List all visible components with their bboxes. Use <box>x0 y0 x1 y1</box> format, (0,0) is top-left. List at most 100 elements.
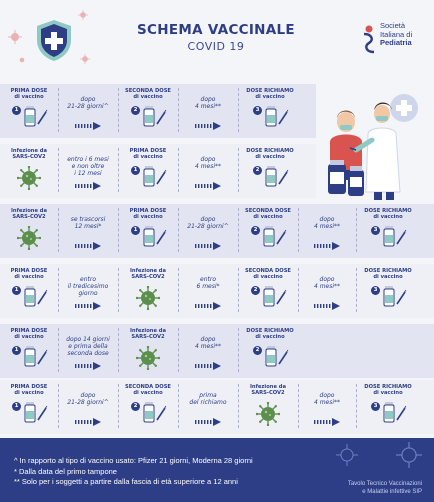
interval-cell: dopo 4 mesi** <box>178 84 238 138</box>
cell-divider <box>178 268 179 312</box>
row-background <box>0 144 316 198</box>
vaccine-dose-cell: SECONDA DOSE di vaccino 2 <box>118 84 178 138</box>
dose-label: SECONDA DOSE di vaccino <box>245 208 291 220</box>
dose-number-badge: 2 <box>251 226 260 235</box>
interval-text: entro il tredicesimo giorno <box>67 276 109 297</box>
vaccine-vial-icon <box>143 402 167 423</box>
cell-divider <box>178 328 179 372</box>
infection-cell: Infezione da SARS-COV2 <box>0 144 58 198</box>
footnote: ^ In rapporto al tipo di vaccino usato: … <box>14 456 253 465</box>
vaccine-vial-icon <box>263 286 287 307</box>
vaccine-dose-cell: PRIMA DOSE di vaccino 1 <box>118 204 178 258</box>
dose-label: PRIMA DOSE di vaccino <box>129 208 167 220</box>
header: SCHEMA VACCINALE COVID 19 Società Italia… <box>0 0 434 80</box>
dose-label: DOSE RICHIAMO di vaccino <box>364 268 412 280</box>
vaccine-dose-cell: PRIMA DOSE di vaccino 1 <box>0 380 58 434</box>
page-subtitle: COVID 19 <box>187 40 245 53</box>
interval-cell: dopo 14 giorni e prima della seconda dos… <box>58 324 118 378</box>
footnote: ** Solo per i soggetti a partire dalla f… <box>14 477 238 486</box>
cell-divider <box>298 384 299 428</box>
schedule-row: PRIMA DOSE di vaccino 1 entro il tredicesi… <box>0 264 434 318</box>
vaccine-dose-cell: DOSE RICHIAMO di vaccino 3 <box>356 380 420 434</box>
vaccine-dose-cell: DOSE RICHIAMO di vaccino 3 <box>356 204 420 258</box>
infection-cell: Infezione da SARS-COV2 <box>0 204 58 258</box>
vaccine-vial-icon <box>383 286 407 307</box>
row-background <box>0 264 434 318</box>
interval-text: dopo 4 mesi** <box>313 216 341 230</box>
vaccine-dose-cell: DOSE RICHIAMO di vaccino 2 <box>238 144 302 198</box>
footer-credit: Tavolo Tecnico Vaccinazioni e Malattie i… <box>348 480 422 496</box>
vaccine-vial-icon <box>143 166 167 187</box>
dose-label: PRIMA DOSE di vaccino <box>129 148 167 160</box>
vaccine-dose-cell: PRIMA DOSE di vaccino 1 <box>0 84 58 138</box>
cell-divider <box>118 328 119 372</box>
virus-icon <box>80 54 90 64</box>
vaccine-vial-icon <box>263 226 287 247</box>
dose-number-badge: 2 <box>131 106 140 115</box>
infection-label: Infezione da SARS-COV2 <box>130 328 166 340</box>
dose-number-badge: 3 <box>371 226 380 235</box>
vaccine-vial-icon <box>265 106 289 127</box>
dose-number-badge: 2 <box>251 286 260 295</box>
cell-divider <box>118 268 119 312</box>
cell-divider <box>238 148 239 192</box>
shield-icon <box>37 20 71 61</box>
vaccine-dose-cell: SECONDA DOSE di vaccino 2 <box>238 264 298 318</box>
dose-label: PRIMA DOSE di vaccino <box>10 268 48 280</box>
vaccine-vial-icon <box>24 402 48 423</box>
interval-text: dopo 14 giorni e prima della seconda dos… <box>66 336 110 357</box>
virus-icon <box>256 402 280 426</box>
vaccine-vial-icon <box>143 106 167 127</box>
row-background <box>0 84 316 138</box>
arrow-right-icon <box>195 418 221 426</box>
interval-text: prima del richiamo <box>189 392 227 406</box>
vaccine-dose-cell: DOSE RICHIAMO di vaccino 3 <box>238 84 302 138</box>
infection-cell: Infezione da SARS-COV2 <box>238 380 298 434</box>
interval-cell: dopo 21-28 giorni^ <box>178 204 238 258</box>
arrow-right-icon <box>195 302 221 310</box>
dose-number-badge: 3 <box>253 106 262 115</box>
vaccine-dose-cell: SECONDA DOSE di vaccino 2 <box>238 204 298 258</box>
interval-cell: entro i 6 mesi e non oltre i 12 mesi <box>58 144 118 198</box>
arrow-right-icon <box>195 182 221 190</box>
virus-icon <box>396 442 422 468</box>
dose-label: SECONDA DOSE di vaccino <box>125 384 171 396</box>
cell-divider <box>58 148 59 192</box>
cell-divider <box>298 268 299 312</box>
dose-label: DOSE RICHIAMO di vaccino <box>246 328 294 340</box>
interval-cell: dopo 21-28 giorni^ <box>58 84 118 138</box>
infection-label: Infezione da SARS-COV2 <box>11 148 47 160</box>
dose-number-badge: 3 <box>371 286 380 295</box>
cell-divider <box>58 328 59 372</box>
schedule-row: Infezione da SARS-COV2 se trascorsi 12 me… <box>0 204 434 258</box>
infection-label: Infezione da SARS-COV2 <box>11 208 47 220</box>
schedule-row: Infezione da SARS-COV2 entro i 6 mesi e n… <box>0 144 434 198</box>
interval-text: entro i 6 mesi e non oltre i 12 mesi <box>67 156 109 177</box>
sip-logo-mark <box>363 25 375 54</box>
virus-icon <box>19 57 25 63</box>
interval-cell: dopo 4 mesi** <box>298 264 356 318</box>
arrow-right-icon <box>195 242 221 250</box>
page-title: SCHEMA VACCINALE <box>137 22 295 38</box>
sip-logo: Società Italiana di Pediatria <box>360 21 424 62</box>
footnote: * Dalla data del primo tampone <box>14 466 117 476</box>
interval-text: dopo 21-28 giorni^ <box>187 216 229 230</box>
dose-number-badge: 1 <box>131 226 140 235</box>
infection-cell: Infezione da SARS-COV2 <box>118 264 178 318</box>
vaccine-dose-cell: DOSE RICHIAMO di vaccino 2 <box>238 324 302 378</box>
cell-divider <box>356 208 357 252</box>
cell-divider <box>178 88 179 132</box>
cell-divider <box>58 88 59 132</box>
vaccine-vial-icon <box>265 166 289 187</box>
interval-text: dopo 4 mesi** <box>194 156 222 170</box>
vaccine-dose-cell: PRIMA DOSE di vaccino 1 <box>0 264 58 318</box>
cell-divider <box>356 268 357 312</box>
vaccine-vial-icon <box>24 106 48 127</box>
dose-number-badge: 1 <box>12 346 21 355</box>
dose-number-badge: 3 <box>371 402 380 411</box>
logo-line: Società <box>380 21 406 30</box>
cell-divider <box>238 208 239 252</box>
interval-cell: dopo 4 mesi** <box>298 204 356 258</box>
virus-icon <box>17 166 41 190</box>
dose-number-badge: 1 <box>12 402 21 411</box>
